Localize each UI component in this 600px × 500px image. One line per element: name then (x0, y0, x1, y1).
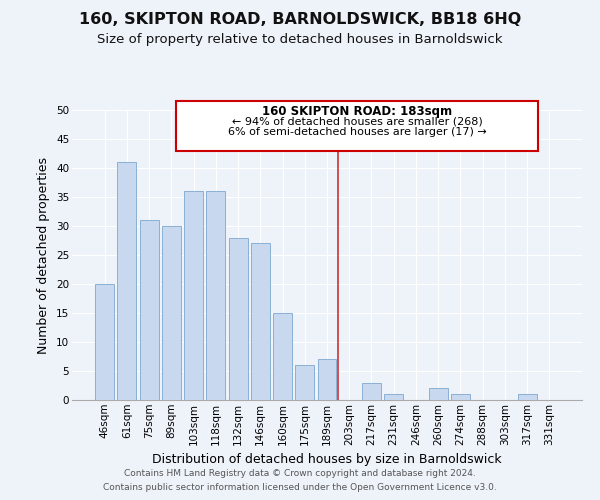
Text: ← 94% of detached houses are smaller (268): ← 94% of detached houses are smaller (26… (232, 117, 482, 127)
Text: Contains public sector information licensed under the Open Government Licence v3: Contains public sector information licen… (103, 484, 497, 492)
Text: Contains HM Land Registry data © Crown copyright and database right 2024.: Contains HM Land Registry data © Crown c… (124, 468, 476, 477)
X-axis label: Distribution of detached houses by size in Barnoldswick: Distribution of detached houses by size … (152, 453, 502, 466)
Bar (118, 162, 136, 400)
Text: 6% of semi-detached houses are larger (17) →: 6% of semi-detached houses are larger (1… (227, 128, 487, 138)
Bar (184, 191, 203, 400)
Bar (140, 220, 158, 400)
FancyBboxPatch shape (176, 102, 538, 150)
Bar (362, 382, 381, 400)
Bar (229, 238, 248, 400)
Bar (95, 284, 114, 400)
Bar (429, 388, 448, 400)
Bar (273, 313, 292, 400)
Bar (451, 394, 470, 400)
Bar (384, 394, 403, 400)
Bar (251, 244, 270, 400)
Text: 160, SKIPTON ROAD, BARNOLDSWICK, BB18 6HQ: 160, SKIPTON ROAD, BARNOLDSWICK, BB18 6H… (79, 12, 521, 28)
Bar (518, 394, 536, 400)
Y-axis label: Number of detached properties: Number of detached properties (37, 156, 50, 354)
Bar (317, 360, 337, 400)
Bar (206, 191, 225, 400)
Bar (295, 365, 314, 400)
Text: 160 SKIPTON ROAD: 183sqm: 160 SKIPTON ROAD: 183sqm (262, 106, 452, 118)
Bar (162, 226, 181, 400)
Text: Size of property relative to detached houses in Barnoldswick: Size of property relative to detached ho… (97, 32, 503, 46)
